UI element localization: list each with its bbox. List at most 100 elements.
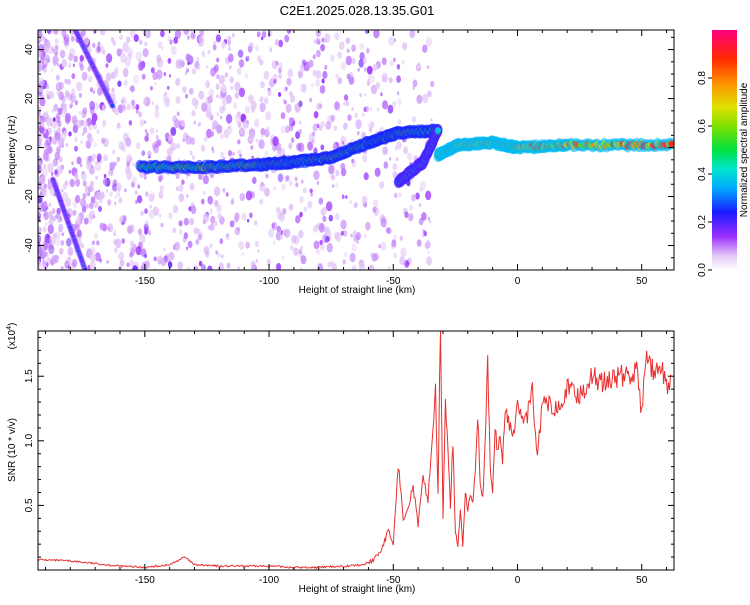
noise-speckle [300,64,303,69]
noise-speckle [154,104,160,112]
noise-speckle [75,178,81,187]
noise-speckle [42,65,45,70]
noise-speckle [112,149,116,155]
noise-speckle [248,128,256,139]
noise-speckle [325,121,332,130]
noise-speckle [351,158,355,164]
noise-speckle [80,171,87,181]
noise-speckle [90,137,94,143]
noise-speckle [61,58,67,68]
noise-speckle [113,239,117,245]
noise-speckle [182,86,187,94]
noise-speckle [140,210,144,217]
noise-speckle [202,175,209,185]
noise-speckle [143,223,149,232]
y-tick-label: 20 [24,93,35,105]
noise-speckle [228,150,232,157]
noise-speckle [322,206,328,215]
noise-speckle [316,181,320,185]
noise-speckle [52,120,58,129]
noise-speckle [289,180,293,186]
noise-speckle [119,48,123,54]
noise-speckle [148,209,155,220]
noise-speckle [115,238,122,249]
noise-speckle [186,194,189,199]
noise-speckle [103,174,107,179]
noise-speckle [259,102,266,113]
noise-speckle [116,122,121,129]
noise-speckle [94,102,100,110]
noise-speckle [173,36,178,44]
noise-speckle [118,141,125,151]
noise-speckle [74,194,81,204]
noise-speckle [113,69,119,77]
noise-speckle [168,251,175,261]
noise-speckle [359,92,363,98]
noise-speckle [326,201,333,212]
noise-speckle [320,44,325,52]
noise-speckle [231,33,235,38]
noise-speckle [198,173,203,180]
noise-speckle [88,124,93,131]
noise-speckle [374,167,381,177]
noise-speckle [261,134,264,138]
noise-speckle [175,186,179,192]
noise-speckle [313,111,319,119]
noise-speckle [309,188,313,194]
noise-speckle [190,32,196,40]
noise-speckle [233,102,238,109]
noise-speckle [216,74,220,80]
noise-speckle [326,242,333,253]
noise-speckle [237,49,244,58]
noise-speckle [113,232,116,237]
noise-speckle [88,155,93,163]
noise-speckle [260,36,264,41]
noise-speckle [60,188,64,193]
noise-speckle [113,247,118,254]
noise-speckle [175,59,182,69]
noise-speckle [91,240,95,246]
noise-speckle [265,173,269,179]
noise-speckle [98,205,102,212]
noise-speckle [45,90,51,98]
noise-speckle [276,206,281,214]
noise-speckle [351,265,357,270]
noise-speckle [200,144,206,152]
noise-speckle [281,255,285,260]
noise-speckle [50,171,54,176]
noise-speckle [422,229,426,234]
noise-speckle [400,247,407,258]
noise-speckle [96,153,102,162]
spectrogram-ylabel: Frequency (Hz) [7,116,18,185]
noise-speckle [294,176,298,182]
noise-speckle [310,193,313,197]
noise-speckle [201,264,206,270]
noise-speckle [355,119,362,130]
noise-speckle [103,154,108,162]
noise-speckle [329,175,333,179]
noise-speckle [172,227,177,234]
noise-speckle [186,35,190,40]
noise-speckle [51,68,54,73]
noise-speckle [212,120,219,130]
noise-speckle [422,233,425,238]
noise-speckle [51,208,56,215]
spectrogram-frame [37,29,675,271]
noise-speckle [299,211,303,218]
noise-speckle [300,179,304,184]
x-tick-label: -50 [386,276,401,287]
noise-speckle [380,92,383,97]
noise-speckle [177,261,184,270]
noise-speckle [236,227,240,232]
noise-speckle [172,205,179,214]
noise-speckle [44,140,50,149]
noise-speckle [388,36,395,46]
noise-speckle [62,183,67,190]
noise-speckle [162,94,168,102]
noise-speckle [38,136,42,146]
noise-speckle [264,150,269,158]
noise-speckle [149,127,155,135]
noise-speckle [58,156,63,163]
noise-speckle [246,55,250,60]
trace-core [435,127,441,134]
